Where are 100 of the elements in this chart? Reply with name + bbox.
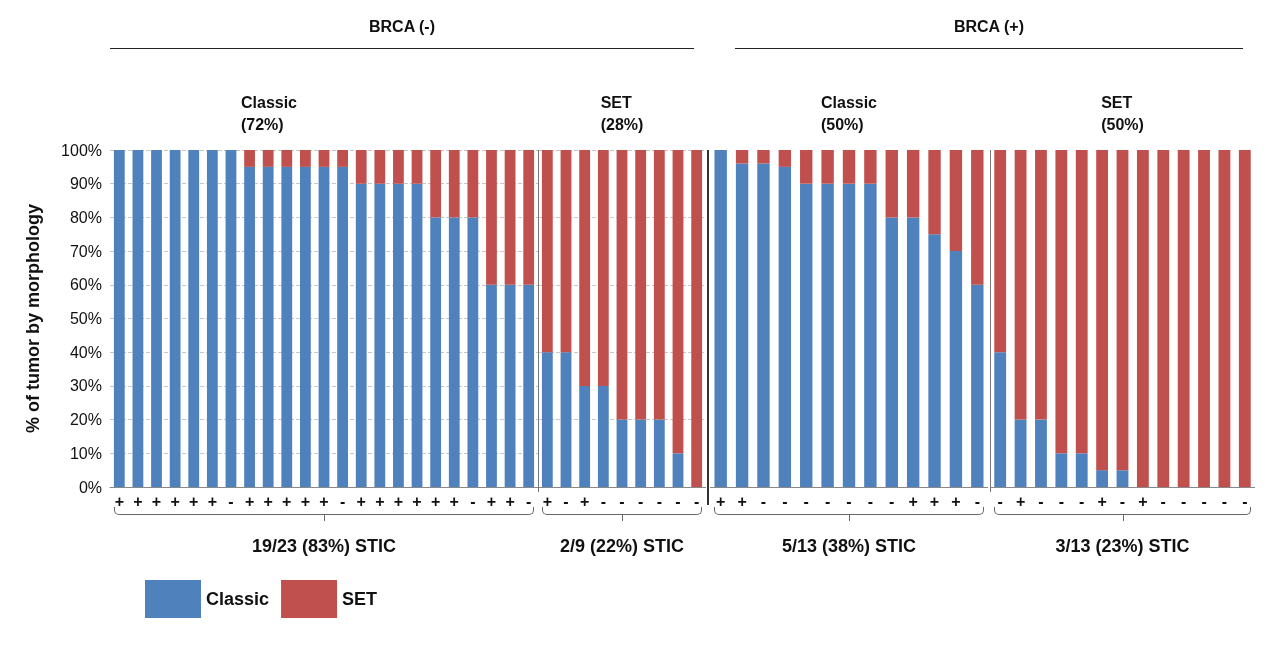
bar <box>1157 150 1170 487</box>
bar <box>864 150 877 184</box>
bar <box>523 150 535 285</box>
x-tick-label: - <box>803 492 809 510</box>
x-tick-label: - <box>867 492 874 510</box>
bar <box>579 150 591 386</box>
x-tick-label: - <box>656 492 662 510</box>
bar <box>411 183 423 487</box>
bar <box>635 419 647 487</box>
x-tick-label: - <box>824 492 831 510</box>
bar <box>757 163 770 487</box>
bar <box>318 150 330 167</box>
bar <box>994 352 1007 487</box>
x-tick-label: + <box>951 492 961 510</box>
x-tick-label: + <box>170 492 180 510</box>
y-tick-label: 40% <box>69 343 102 361</box>
bar <box>735 163 749 487</box>
bar <box>132 150 144 487</box>
bar <box>653 150 665 420</box>
y-tick-label: 20% <box>69 411 102 429</box>
legend-label: SET <box>342 589 378 609</box>
bar <box>486 284 497 487</box>
bar <box>672 453 684 487</box>
bar <box>714 150 727 487</box>
text: 5/13 (38%) STIC <box>780 536 918 557</box>
bar <box>1136 150 1149 487</box>
x-tick-label: - <box>1079 492 1085 510</box>
bar <box>225 150 237 487</box>
bar <box>1055 453 1068 487</box>
bar <box>778 150 792 167</box>
bar <box>113 150 125 487</box>
bar <box>778 166 792 487</box>
bar <box>885 217 898 487</box>
x-tick-label: + <box>356 492 366 510</box>
bar <box>560 352 572 487</box>
chart-subtitle: Classic (50%) <box>820 93 878 133</box>
bar <box>1096 150 1109 471</box>
bar <box>523 284 535 487</box>
bar <box>821 150 834 184</box>
bar <box>244 166 255 487</box>
bar <box>949 150 963 252</box>
x-tick-label: + <box>375 492 385 510</box>
x-tick-label: + <box>114 492 124 510</box>
x-tick-label: + <box>263 492 273 510</box>
x-tick-label: - <box>694 492 700 510</box>
y-tick-label: 0% <box>78 478 102 496</box>
x-tick-label: - <box>619 492 625 510</box>
bar <box>597 385 609 487</box>
bar <box>757 150 770 164</box>
bar <box>430 217 442 487</box>
bar <box>337 166 349 487</box>
bar <box>928 234 941 487</box>
x-tick-label: + <box>282 492 292 510</box>
y-tick-label: 80% <box>69 208 102 226</box>
chart-title: BRCA (+) <box>735 14 1243 49</box>
bar <box>1177 150 1190 487</box>
bar <box>800 183 813 487</box>
bar <box>691 150 703 487</box>
x-tick-label: + <box>1015 492 1026 510</box>
bar <box>281 150 293 167</box>
y-tick-label: 90% <box>69 175 102 193</box>
bar <box>1035 419 1047 487</box>
bar <box>355 183 367 487</box>
bar <box>374 150 386 184</box>
bar <box>299 166 311 487</box>
bar <box>206 150 218 487</box>
chart-title: BRCA (-) <box>110 14 694 49</box>
x-tick-label: + <box>393 492 404 510</box>
y-tick-label: 50% <box>69 310 102 327</box>
bar <box>672 150 684 454</box>
bar <box>971 284 984 487</box>
x-tick-label: + <box>133 492 143 510</box>
x-tick-label: - <box>339 492 346 510</box>
x-tick-label: - <box>1180 492 1187 510</box>
y-tick-label: 100% <box>61 141 102 159</box>
y-axis-title: % of tumor by morphology <box>23 204 43 433</box>
bar <box>1198 150 1210 487</box>
x-tick-label: + <box>579 492 590 510</box>
x-tick-label: - <box>675 492 681 510</box>
x-tick-label: - <box>846 492 852 510</box>
bar <box>374 183 386 487</box>
x-tick-label: + <box>151 492 162 510</box>
x-tick-label: + <box>430 492 441 510</box>
x-tick-label: - <box>1242 492 1248 510</box>
bar <box>885 150 898 218</box>
y-tick-label: 60% <box>69 276 102 294</box>
bar <box>1035 150 1047 420</box>
bar <box>653 419 665 487</box>
x-tick-label: + <box>207 492 218 510</box>
bar <box>1218 150 1231 487</box>
bar <box>541 352 553 487</box>
bar <box>635 150 647 420</box>
x-tick-label: + <box>300 492 311 510</box>
bar <box>616 150 628 420</box>
bar <box>467 150 479 218</box>
y-tick-label: 10% <box>69 444 102 462</box>
bar <box>1116 150 1129 471</box>
chart-subtitle: Classic (72%) <box>240 93 298 133</box>
bar <box>1075 150 1088 454</box>
bar <box>467 217 479 487</box>
